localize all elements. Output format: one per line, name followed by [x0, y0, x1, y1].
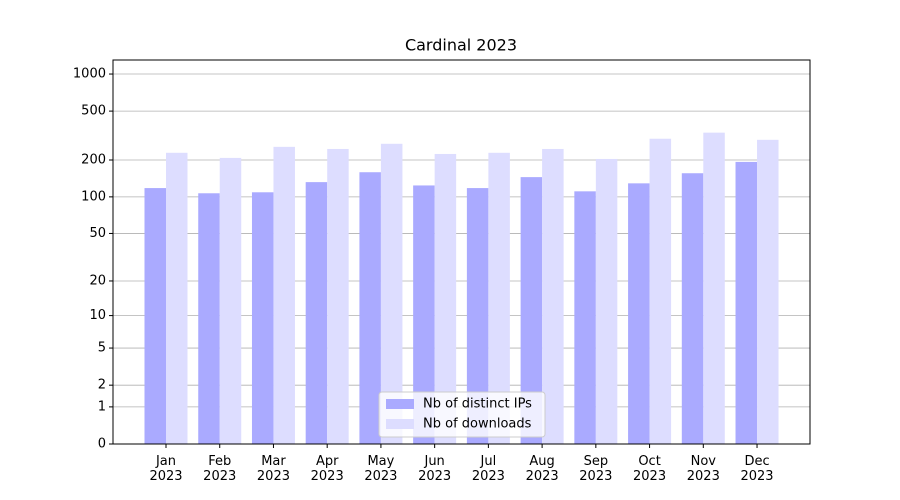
- bar: [413, 185, 435, 444]
- bar: [434, 153, 457, 445]
- x-tick-label: Mar 2023: [257, 454, 290, 484]
- plot-frame: [112, 59, 811, 445]
- y-tick-label: 100: [81, 189, 106, 204]
- bar: [466, 188, 489, 444]
- bar: [488, 152, 510, 444]
- bar: [305, 182, 328, 444]
- bar: [198, 193, 220, 444]
- y-tick-label: 0: [98, 437, 106, 452]
- x-tick-label: Apr 2023: [311, 454, 344, 484]
- chart-title: Cardinal 2023: [405, 36, 517, 55]
- x-tick-label: Oct 2023: [633, 454, 666, 484]
- bar: [251, 192, 274, 444]
- bar: [144, 188, 166, 444]
- x-tick-label: Aug 2023: [526, 454, 559, 484]
- legend-label: Nb of downloads: [423, 417, 532, 432]
- bar: [359, 172, 381, 444]
- bar: [273, 146, 295, 444]
- y-tick-label: 20: [89, 273, 106, 288]
- bar: [574, 191, 596, 444]
- bar: [595, 158, 618, 444]
- legend-swatch: [386, 399, 414, 409]
- bars: [144, 132, 779, 445]
- x-tick-label: Dec 2023: [740, 454, 773, 484]
- bar: [757, 139, 779, 444]
- x-tick-label: Jul 2023: [472, 454, 505, 484]
- y-tick-label: 10: [89, 308, 106, 323]
- y-tick-label: 50: [89, 226, 106, 241]
- x-tick-label: Feb 2023: [203, 454, 236, 484]
- bar: [542, 148, 564, 444]
- bar: [735, 161, 758, 444]
- bar: [219, 157, 242, 444]
- x-tick-label: Jan 2023: [149, 454, 182, 484]
- y-tick-label: 5: [98, 341, 106, 356]
- bar: [649, 138, 672, 444]
- legend-label: Nb of distinct IPs: [423, 397, 532, 412]
- x-tick-label: May 2023: [364, 454, 397, 484]
- legend-swatch: [386, 419, 414, 429]
- y-tick-label: 1: [98, 399, 106, 414]
- y-tick-label: 200: [81, 153, 106, 168]
- bar: [166, 152, 188, 444]
- x-tick-label: Sep 2023: [579, 454, 612, 484]
- legend-box: [378, 391, 546, 438]
- x-tick-label: Nov 2023: [687, 454, 720, 484]
- bar: [681, 173, 704, 444]
- x-tick-label: Jun 2023: [418, 454, 451, 484]
- bar: [703, 132, 725, 445]
- bar: [520, 177, 543, 445]
- y-tick-label: 1000: [73, 67, 106, 82]
- bar: [380, 143, 403, 445]
- bar: [628, 183, 650, 444]
- y-tick-label: 2: [98, 378, 106, 393]
- bar: [327, 148, 349, 444]
- y-tick-label: 500: [81, 104, 106, 119]
